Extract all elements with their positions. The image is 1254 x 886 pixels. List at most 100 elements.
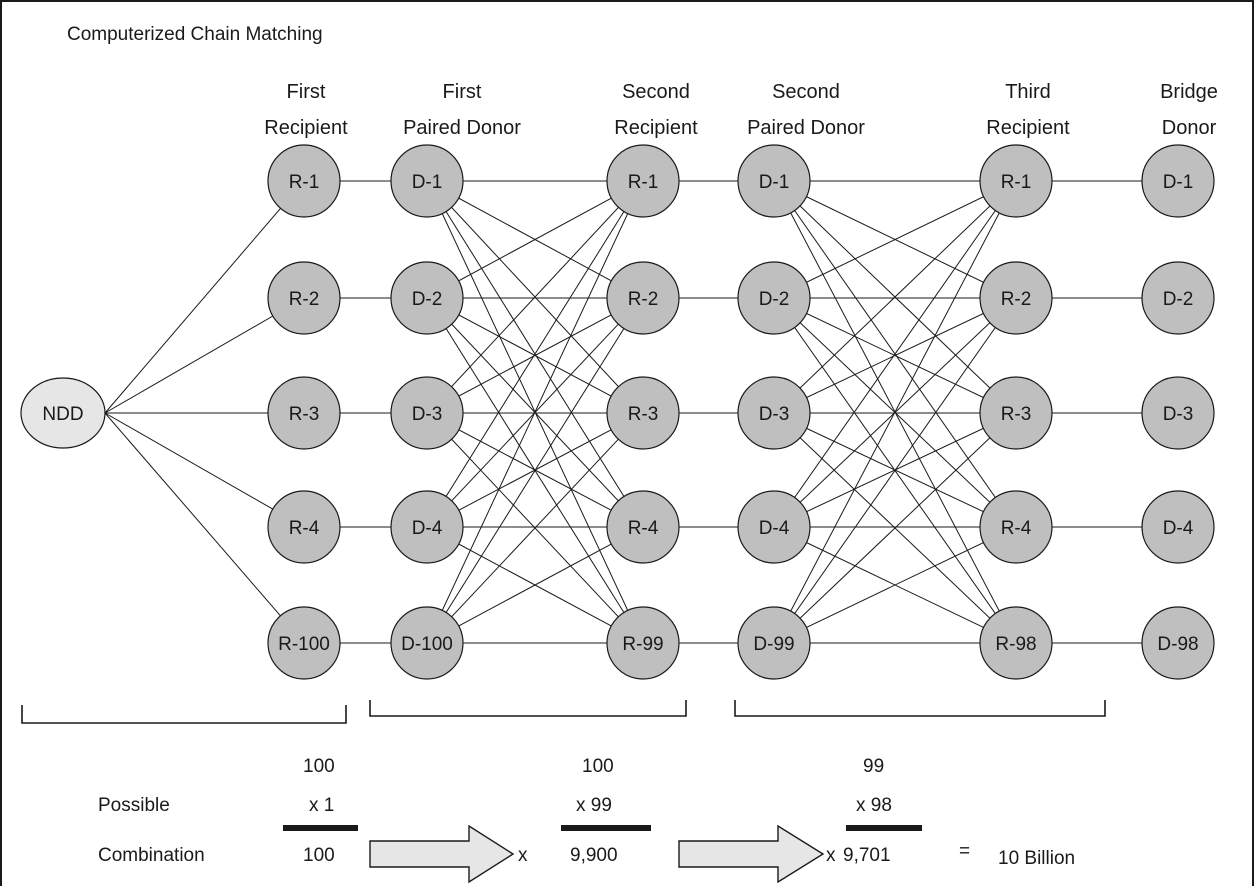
node-label: R-2 — [1001, 289, 1032, 310]
node-label: D-1 — [412, 172, 443, 193]
node-label: D-3 — [412, 404, 443, 425]
node-circle — [737, 261, 811, 335]
group1-bar — [283, 825, 358, 831]
node-label: R-2 — [289, 289, 320, 310]
column-header-line2: Recipient — [986, 117, 1070, 139]
node-circle — [737, 490, 811, 564]
cross-edge — [426, 297, 644, 414]
node-circle — [1141, 261, 1215, 335]
node-circle — [390, 376, 464, 450]
node-circle — [737, 606, 811, 680]
node-circle — [737, 376, 811, 450]
node-label: D-98 — [1157, 634, 1198, 655]
cross-edge — [773, 297, 1017, 414]
cross-edge — [773, 297, 1017, 644]
group1-top: 100 — [303, 756, 335, 777]
brackets — [21, 700, 1106, 724]
column-header-line2: Recipient — [264, 117, 348, 139]
cross-edge — [773, 180, 1017, 299]
node-circle — [979, 376, 1053, 450]
node-circle — [390, 144, 464, 218]
total-result: 10 Billion — [998, 848, 1075, 869]
equals-sign: = — [959, 841, 970, 862]
figure-title: Computerized Chain Matching — [67, 24, 323, 45]
ndd-edge — [104, 180, 305, 414]
node-label: R-4 — [1001, 518, 1032, 539]
node-circle — [390, 261, 464, 335]
cross-edge — [426, 180, 644, 528]
node-label: D-4 — [412, 518, 443, 539]
column-headers: First Recipient First Paired Donor Second Rec… — [264, 81, 1218, 139]
node-circle — [979, 144, 1053, 218]
node-circle — [267, 376, 341, 450]
ndd-edge — [104, 412, 305, 528]
group1-mult: x 1 — [309, 795, 334, 816]
node-circle — [390, 606, 464, 680]
group2-bar — [561, 825, 651, 831]
node-label: R-1 — [628, 172, 659, 193]
column-header-line1: First — [287, 81, 326, 103]
node-circle — [390, 490, 464, 564]
group3-top: 99 — [863, 756, 884, 777]
node-circle — [1141, 376, 1215, 450]
combination-calculation: Possible Combination 100 x 1 100 x 100 x… — [98, 756, 1075, 884]
arrow-1 — [369, 824, 515, 884]
node-label: R-4 — [289, 518, 320, 539]
node-circle — [267, 261, 341, 335]
cross-edge — [426, 412, 644, 644]
node-label: R-4 — [628, 518, 659, 539]
node-label: R-100 — [278, 634, 330, 655]
column-header-line1: First — [443, 81, 482, 103]
column-header-line1: Bridge — [1160, 81, 1218, 103]
node-label: D-2 — [1163, 289, 1194, 310]
cross-edge — [773, 412, 1017, 644]
possible-label: Possible — [98, 795, 170, 816]
node-circle — [606, 261, 680, 335]
node-circle — [267, 606, 341, 680]
diagram-nodes: NDD R-1 R-2 R-3 R-4 R-100 D-1 D-2 D-3 D-4 D-100 R-1… — [20, 144, 1215, 680]
cross-edge — [426, 180, 644, 644]
column-header-line2: Paired Donor — [403, 117, 521, 139]
node-label: D-1 — [759, 172, 790, 193]
column-header-line2: Paired Donor — [747, 117, 865, 139]
node-circle — [606, 606, 680, 680]
node-label: D-2 — [412, 289, 443, 310]
group2-mult: x 99 — [576, 795, 612, 816]
node-label: D-4 — [759, 518, 790, 539]
node-label: R-98 — [995, 634, 1036, 655]
node-circle — [1141, 490, 1215, 564]
node-label: R-1 — [289, 172, 320, 193]
node-circle — [606, 376, 680, 450]
node-label: R-3 — [628, 404, 659, 425]
cross-edge — [426, 180, 644, 299]
group1-result: 100 — [303, 845, 335, 866]
node-label: D-100 — [401, 634, 453, 655]
node-label: D-4 — [1163, 518, 1194, 539]
node-circle — [606, 490, 680, 564]
ndd-label: NDD — [42, 404, 83, 425]
node-label: R-99 — [622, 634, 663, 655]
cross-edge — [773, 526, 1017, 644]
column-header-line1: Second — [622, 81, 690, 103]
cross-edge — [426, 526, 644, 644]
ndd-node — [20, 377, 106, 449]
ndd-edge — [104, 297, 305, 414]
node-label: D-1 — [1163, 172, 1194, 193]
times-sign-2: x — [826, 845, 836, 866]
node-label: D-3 — [1163, 404, 1194, 425]
cross-edge — [426, 180, 644, 414]
group2-result: 9,900 — [570, 845, 618, 866]
node-label: D-2 — [759, 289, 790, 310]
arrow-2 — [678, 824, 825, 884]
group3-bar — [846, 825, 922, 831]
node-label: R-3 — [289, 404, 320, 425]
node-label: D-3 — [759, 404, 790, 425]
cross-edge — [426, 297, 644, 644]
group2-top: 100 — [582, 756, 614, 777]
node-circle — [267, 490, 341, 564]
bracket-third-recipient — [734, 700, 1106, 717]
cross-edge — [773, 180, 1017, 644]
